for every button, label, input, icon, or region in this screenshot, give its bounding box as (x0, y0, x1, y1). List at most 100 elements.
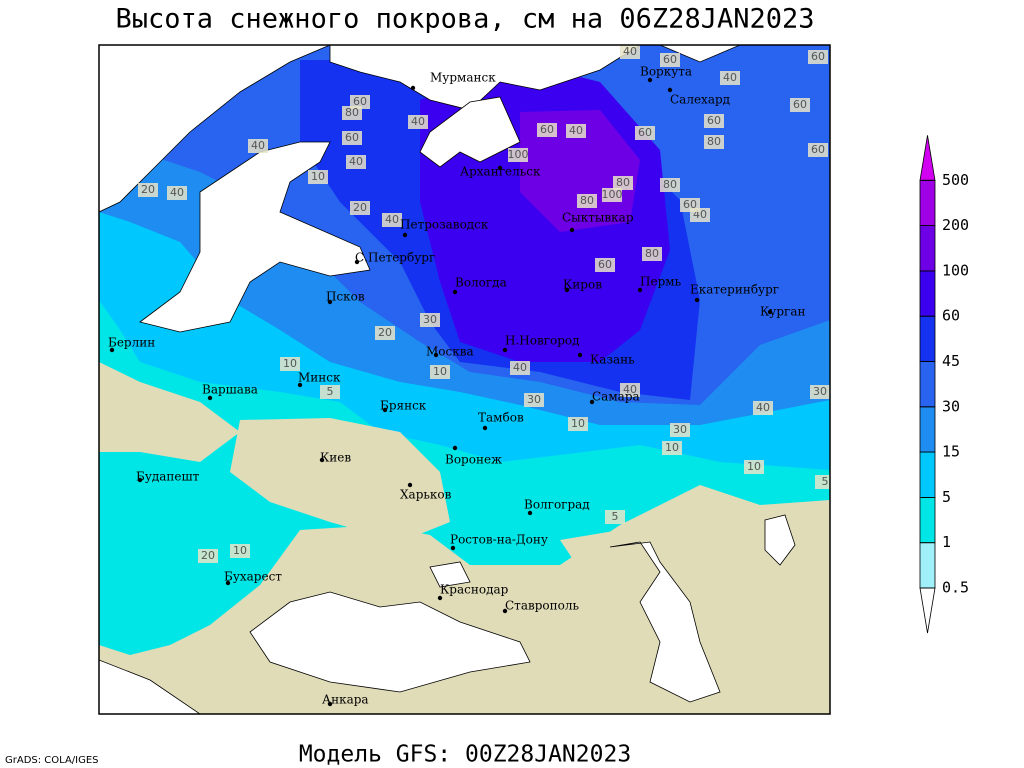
sea (429, 561, 471, 588)
contour-label: 60 (598, 258, 612, 271)
contour-label: 40 (723, 71, 737, 84)
city-dot (569, 227, 575, 233)
colorbar-box (919, 451, 936, 498)
contour-label: 60 (663, 53, 677, 66)
contour-label: 30 (423, 313, 437, 326)
contour-label: 5 (612, 510, 619, 523)
contour-label: 40 (170, 186, 184, 199)
contour-label: 60 (707, 114, 721, 127)
colorbar-label: 500 (942, 171, 969, 189)
contour-label-box (248, 139, 268, 153)
city-label: Ростов-на-Дону (450, 533, 548, 547)
city-label: Вологда (455, 276, 507, 290)
contour-label: 60 (811, 143, 825, 156)
contour-label: 20 (141, 183, 155, 196)
contour-label: 10 (665, 441, 679, 454)
contour-label-box (704, 135, 724, 149)
contour-label-box (660, 53, 680, 67)
contour-label-box (815, 475, 830, 489)
contour-label-box (198, 549, 218, 563)
contour-label-box (537, 123, 557, 137)
city-label: Архангельск (460, 165, 541, 179)
colorbar-label: 0.5 (942, 579, 969, 597)
contour-label: 60 (540, 123, 554, 136)
colorbar-box (919, 225, 936, 272)
city-dot (437, 595, 443, 601)
city-label: Будапешт (136, 470, 200, 484)
city-dot (407, 482, 413, 488)
colorbar-label: 15 (942, 443, 960, 461)
colorbar-box (919, 542, 936, 589)
city-dot (667, 87, 673, 93)
city-dot (589, 399, 595, 405)
contour-label: 5 (327, 385, 334, 398)
sea (419, 96, 521, 168)
city-label: Киров (563, 278, 602, 292)
city-label: Н.Новгород (505, 334, 580, 348)
city-dot (402, 232, 408, 238)
contour-label: 80 (645, 247, 659, 260)
contour-label-box (420, 313, 440, 327)
contour-label: 20 (201, 549, 215, 562)
city-label: Екатеринбург (690, 283, 779, 297)
contour-label-box (320, 385, 340, 399)
contour-label-box (720, 71, 740, 85)
colorbar-label: 200 (942, 216, 969, 234)
contour-label-box (662, 441, 682, 455)
contour-label: 5 (822, 475, 829, 488)
contour-label-box (510, 361, 530, 375)
bare-land (99, 362, 240, 462)
contour-label-box (635, 126, 655, 140)
city-dot (647, 77, 653, 83)
contour-label-box (602, 188, 622, 202)
contour-label: 80 (707, 135, 721, 148)
contour-label: 10 (311, 170, 325, 183)
contour-label: 100 (602, 188, 623, 201)
contour-label: 40 (411, 115, 425, 128)
contour-label-box (230, 544, 250, 558)
contour-label-box (620, 383, 640, 397)
city-dot (767, 309, 773, 315)
contour-label-box (704, 114, 724, 128)
colorbar-label: 5 (942, 488, 951, 506)
contour-label: 10 (747, 460, 761, 473)
city-dot (327, 701, 333, 707)
contour-label-box (524, 393, 544, 407)
contour-label-box (790, 98, 810, 112)
city-label: Псков (326, 290, 365, 304)
contour-label: 30 (527, 393, 541, 406)
contour-label: 80 (616, 176, 630, 189)
contour-label: 60 (811, 50, 825, 63)
contour-label-box (167, 186, 187, 200)
colorbar-box (919, 179, 936, 227)
bare-land (560, 500, 830, 714)
sea (609, 541, 721, 703)
contour-label-box (808, 143, 828, 157)
contour-label-box (605, 510, 625, 524)
colorbar-label: 60 (942, 307, 960, 325)
contour-label-box (430, 365, 450, 379)
city-dot (109, 347, 115, 353)
city-label: Ставрополь (505, 599, 579, 613)
contour-label: 60 (353, 95, 367, 108)
city-dot (452, 445, 458, 451)
colorbar-extension (919, 587, 936, 634)
colorbar-label: 30 (942, 397, 960, 415)
city-label: Тамбов (478, 411, 524, 425)
contour-label: 40 (623, 383, 637, 396)
sea (249, 591, 531, 693)
city-dot (382, 407, 388, 413)
contour-label: 40 (251, 139, 265, 152)
city-label: Пермь (640, 275, 682, 289)
colorbar-label: 1 (942, 533, 951, 551)
subtitle: Модель GFS: 00Z28JAN2023 (299, 742, 631, 768)
city-dot (577, 352, 583, 358)
city-dot (502, 608, 508, 614)
colorbar-extension (919, 135, 936, 181)
contour-label-box (680, 198, 700, 212)
city-dot (450, 545, 456, 551)
contour-label: 20 (378, 326, 392, 339)
